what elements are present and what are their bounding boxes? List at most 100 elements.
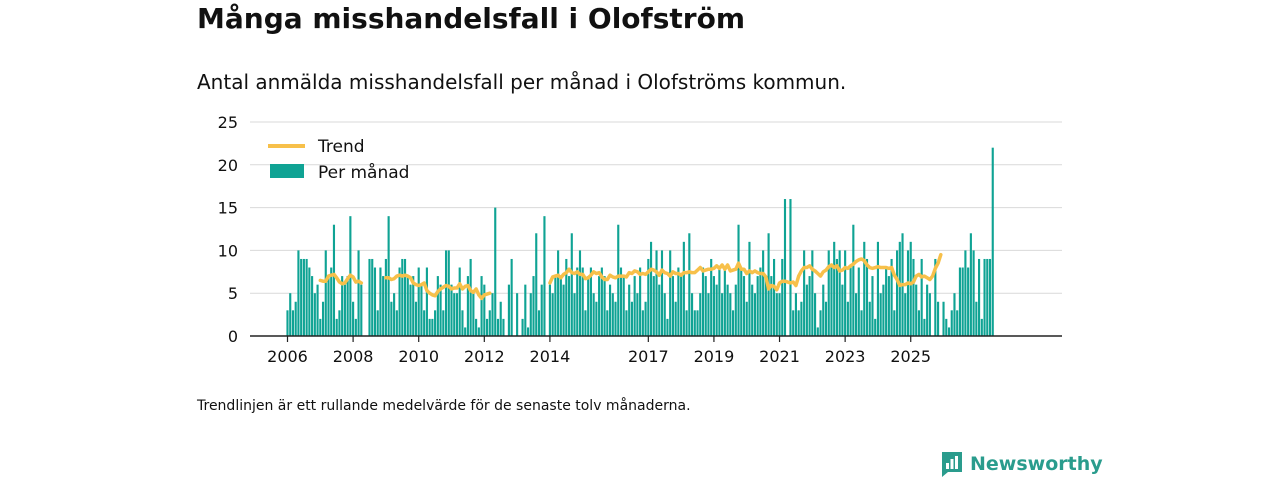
trend-line <box>318 272 364 286</box>
bar <box>680 276 683 336</box>
bar <box>822 284 825 336</box>
x-tick-label: 2017 <box>628 347 669 366</box>
bar <box>352 301 355 336</box>
bar <box>685 310 688 336</box>
bar <box>729 293 732 336</box>
bar <box>849 267 852 336</box>
bar <box>707 293 710 336</box>
newsworthy-logo-icon <box>942 452 962 477</box>
bar <box>904 293 907 336</box>
bar <box>368 258 371 336</box>
bar <box>507 284 510 336</box>
bar <box>655 250 658 336</box>
bar <box>576 267 579 336</box>
bar <box>587 276 590 336</box>
bar <box>751 284 754 336</box>
bar <box>882 284 885 336</box>
bar <box>570 233 573 336</box>
bar <box>562 284 565 336</box>
bar <box>444 250 448 336</box>
bar <box>753 293 756 336</box>
bar <box>756 276 759 336</box>
bar <box>619 267 623 336</box>
bar <box>461 310 464 336</box>
bar <box>671 276 674 336</box>
bar <box>857 267 860 336</box>
bar <box>409 284 412 336</box>
x-tick-label: 2012 <box>464 347 505 366</box>
bar <box>912 258 915 336</box>
bar <box>690 293 694 336</box>
bar <box>953 293 956 336</box>
bar <box>712 276 715 336</box>
bar <box>592 293 595 336</box>
y-tick-label: 20 <box>218 156 238 175</box>
bar <box>885 267 888 336</box>
bar <box>403 258 407 336</box>
bar <box>305 258 308 336</box>
y-tick-label: 0 <box>228 327 238 346</box>
bar <box>398 267 401 336</box>
bar <box>988 258 992 336</box>
bar <box>294 301 297 336</box>
bar <box>335 318 338 336</box>
bar <box>425 267 428 336</box>
bar <box>887 276 890 336</box>
bar <box>431 318 434 336</box>
bar <box>639 267 642 336</box>
bar <box>611 293 614 336</box>
bar <box>622 276 625 336</box>
bar <box>567 276 571 336</box>
bar <box>384 258 387 336</box>
bar <box>376 310 379 336</box>
bar <box>773 258 776 336</box>
bar <box>617 224 620 336</box>
bar <box>343 284 346 336</box>
bar <box>852 224 855 336</box>
x-tick-label: 2019 <box>694 347 735 366</box>
bar <box>390 301 393 336</box>
bar <box>928 293 931 336</box>
bar <box>846 301 849 336</box>
chart-subtitle: Antal anmälda misshandelsfall per månad … <box>197 70 847 94</box>
bar <box>477 327 480 336</box>
bar <box>324 250 327 336</box>
bar <box>710 258 713 336</box>
bar <box>379 267 382 336</box>
chart-footnote: Trendlinjen är ett rullande medelvärde f… <box>197 398 691 414</box>
bar <box>483 284 486 336</box>
bar <box>302 258 305 336</box>
bar <box>759 267 762 336</box>
bar <box>578 250 582 336</box>
bar <box>775 293 778 336</box>
bar <box>346 276 349 336</box>
bar <box>778 293 781 336</box>
bar <box>742 276 746 336</box>
bar <box>332 224 336 336</box>
bar <box>740 267 743 336</box>
bar <box>876 241 879 336</box>
bar <box>797 310 800 336</box>
bar <box>863 241 866 336</box>
bar <box>417 267 420 336</box>
bar <box>554 276 557 336</box>
x-tick-label: 2010 <box>398 347 439 366</box>
bar <box>819 310 822 336</box>
bar <box>663 293 666 336</box>
bar <box>896 250 899 336</box>
bar <box>450 284 453 336</box>
bar <box>644 301 647 336</box>
bar <box>286 310 289 336</box>
bar <box>516 293 519 336</box>
bar <box>480 276 483 336</box>
bar <box>311 276 314 336</box>
bar <box>360 284 363 336</box>
bar <box>906 250 910 336</box>
bar <box>986 258 989 336</box>
bar <box>330 267 333 336</box>
bar <box>472 293 475 336</box>
trend-series <box>318 252 943 301</box>
bar <box>723 267 726 336</box>
bar <box>436 276 439 336</box>
